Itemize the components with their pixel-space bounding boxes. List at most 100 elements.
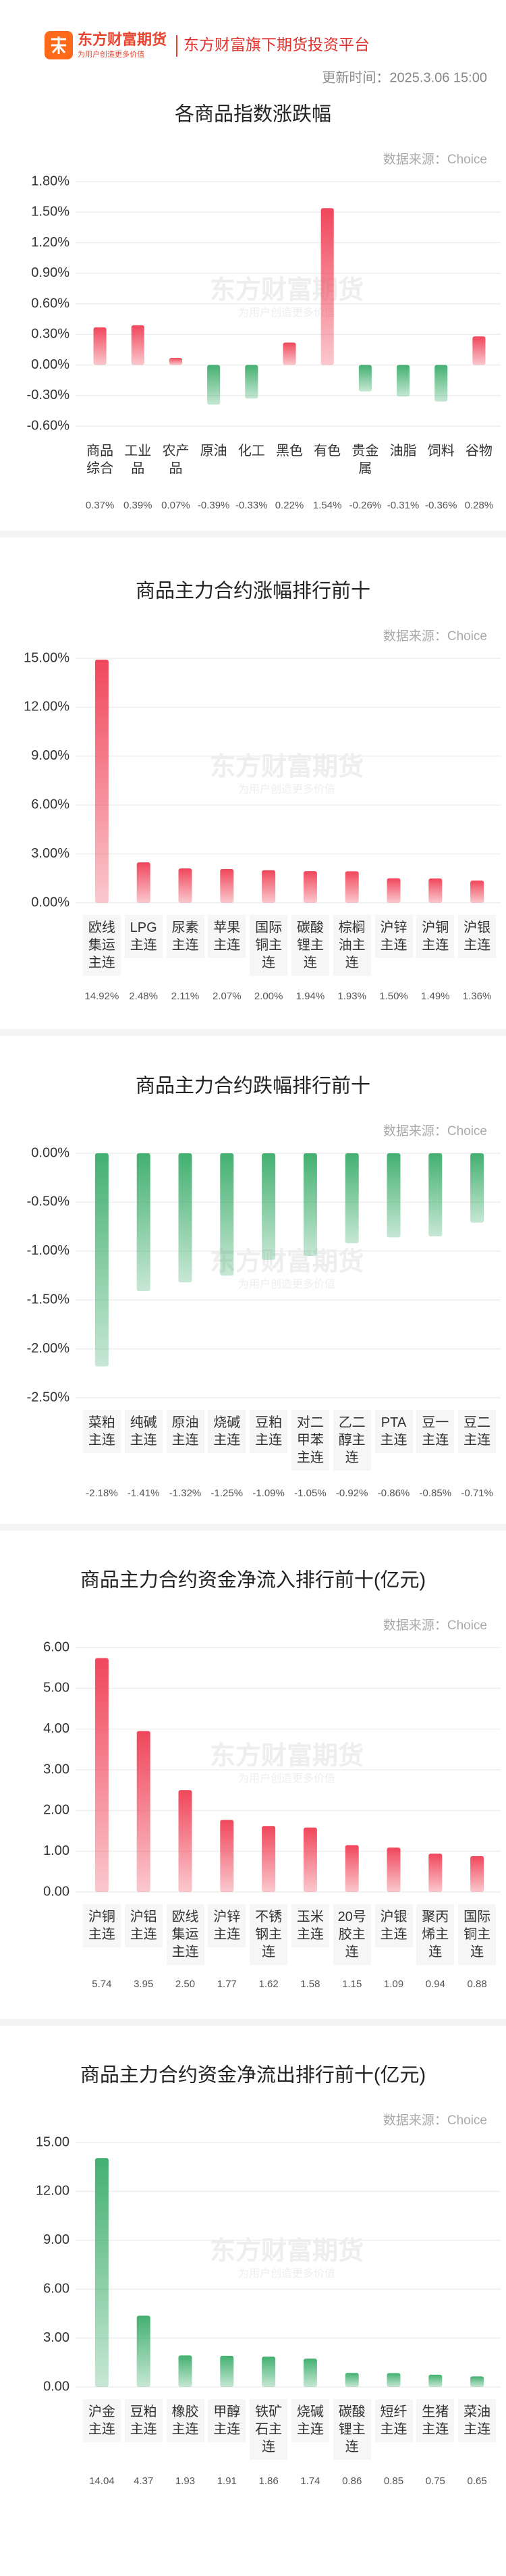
bar	[428, 2374, 443, 2387]
y-tick-label: 0.90%	[31, 265, 69, 280]
x-tick-label: 玉米主连	[291, 1904, 329, 1947]
y-tick-label: 6.00	[43, 2281, 69, 2296]
x-tick-label: 贵金属	[352, 444, 379, 476]
value-label: 0.39%	[123, 500, 152, 511]
bar	[345, 1845, 359, 1892]
update-time: 更新时间：2025.3.06 15:00	[322, 70, 487, 85]
value-label: 1.77	[217, 1978, 237, 1990]
x-tick-label: 聚丙烯主连	[416, 1904, 455, 1965]
bar	[470, 880, 484, 903]
chart-title: 商品主力合约资金净流入排行前十(亿元)	[80, 1569, 426, 1592]
x-tick-label: 油脂	[389, 444, 417, 458]
x-tick-label: 对二甲苯主连	[291, 1410, 329, 1471]
x-tick-label: 欧线集运主连	[166, 1904, 204, 1965]
x-tick-label: 碳酸锂主连	[333, 2399, 371, 2460]
y-tick-label: -1.00%	[27, 1243, 70, 1258]
y-tick-label: 6.00	[43, 1639, 69, 1654]
y-tick-label: 5.00	[43, 1681, 69, 1696]
y-tick-label: 0.30%	[31, 327, 69, 342]
x-tick-label: 原油	[200, 444, 227, 458]
separator	[0, 1029, 506, 1036]
bar	[320, 208, 334, 365]
bar	[303, 2359, 317, 2387]
y-tick-label: 0.00%	[31, 357, 69, 372]
watermark: 为用户创造更多价值	[238, 783, 335, 795]
bar	[178, 2355, 192, 2387]
bar	[303, 871, 317, 903]
value-label: -2.18%	[86, 1488, 118, 1499]
watermark: 为用户创造更多价值	[238, 307, 335, 319]
value-label: 1.91	[217, 2475, 237, 2487]
y-tick-label: -0.30%	[27, 388, 70, 402]
value-label: 0.94	[426, 1978, 445, 1990]
bar	[262, 2357, 276, 2387]
value-label: 0.88	[467, 1978, 486, 1990]
x-tick-label: 谷物	[465, 444, 493, 458]
y-tick-label: 0.00	[43, 1884, 69, 1899]
value-label: 1.62	[258, 1978, 278, 1990]
value-label: -0.26%	[349, 500, 382, 511]
value-label: 0.85	[384, 2475, 403, 2487]
bar	[169, 357, 183, 365]
value-label: 3.95	[134, 1978, 153, 1990]
bar	[387, 2373, 401, 2387]
x-tick-label: 黑色	[276, 444, 303, 458]
y-tick-label: 0.00%	[31, 1145, 69, 1160]
x-tick-label: 沪银主连	[458, 915, 497, 958]
value-label: 0.86	[342, 2475, 362, 2487]
x-tick-label: 沪铜主连	[416, 915, 455, 958]
x-tick-label: 沪铝主连	[124, 1904, 163, 1947]
value-label: -1.25%	[211, 1488, 244, 1499]
bar	[387, 1153, 401, 1238]
y-tick-label: 3.00	[43, 1762, 69, 1777]
value-label: 2.48%	[129, 991, 158, 1002]
x-tick-label: 沪铜主连	[82, 1904, 121, 1947]
value-label: 1.93	[175, 2475, 195, 2487]
bar	[387, 878, 401, 903]
x-tick-label: 烧碱主连	[291, 2399, 329, 2442]
y-tick-label: -2.50%	[27, 1390, 70, 1404]
x-tick-label: 碳酸锂主连	[291, 915, 329, 976]
y-tick-label: 9.00	[43, 2232, 69, 2247]
bar	[345, 871, 359, 903]
x-tick-label: 沪银主连	[374, 1904, 413, 1947]
value-label: 0.65	[467, 2475, 486, 2487]
bar	[262, 1826, 276, 1892]
x-tick-label: 棕榈油主连	[333, 915, 371, 976]
bar	[428, 1854, 443, 1892]
separator	[0, 1524, 506, 1531]
bar	[470, 1153, 484, 1223]
value-label: 1.15	[342, 1978, 362, 1990]
value-label: -0.39%	[198, 500, 230, 511]
x-tick-label: 尿素主连	[166, 915, 204, 958]
value-label: 1.94%	[296, 991, 325, 1002]
value-label: 0.07%	[161, 500, 190, 511]
value-label: -0.85%	[420, 1488, 452, 1499]
bar	[303, 1153, 317, 1257]
x-tick-label: 菜油主连	[458, 2399, 497, 2442]
value-label: -1.41%	[128, 1488, 160, 1499]
bar	[303, 1827, 317, 1892]
x-tick-label: 饲料	[427, 444, 455, 458]
value-label: 1.09	[384, 1978, 403, 1990]
x-tick-label: 欧线集运主连	[82, 915, 121, 976]
x-tick-label: 豆粕主连	[124, 2399, 163, 2442]
bar	[94, 1658, 109, 1892]
bar	[93, 327, 107, 365]
x-tick-label: 商品综合	[86, 444, 114, 476]
value-label: 2.50	[175, 1978, 195, 1990]
y-tick-label: -0.50%	[27, 1194, 70, 1209]
value-label: -1.32%	[169, 1488, 202, 1499]
bar	[94, 1153, 109, 1367]
bar	[136, 2315, 150, 2387]
value-label: -0.31%	[387, 500, 420, 511]
y-tick-label: -0.60%	[27, 418, 70, 433]
value-label: 1.86	[258, 2475, 278, 2487]
y-tick-label: 1.50%	[31, 205, 69, 219]
watermark: 东方财富期货	[210, 275, 364, 305]
slogan: 为用户创造更多价值	[78, 49, 144, 59]
x-tick-label: 橡胶主连	[166, 2399, 204, 2442]
y-tick-label: 0.60%	[31, 296, 69, 311]
x-tick-label: 甲醇主连	[208, 2399, 246, 2442]
source: 数据来源：Choice	[383, 1124, 487, 1138]
